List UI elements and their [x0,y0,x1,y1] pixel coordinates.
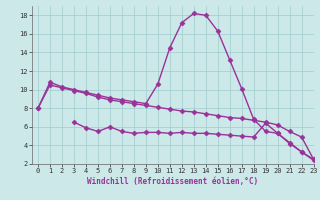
X-axis label: Windchill (Refroidissement éolien,°C): Windchill (Refroidissement éolien,°C) [87,177,258,186]
